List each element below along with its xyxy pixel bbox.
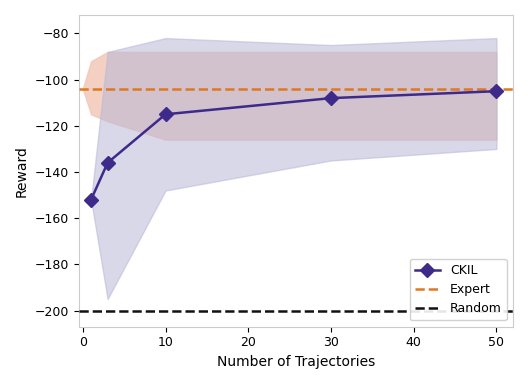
Y-axis label: Reward: Reward [15,145,29,197]
X-axis label: Number of Trajectories: Number of Trajectories [216,355,375,369]
Legend: CKIL, Expert, Random: CKIL, Expert, Random [410,259,507,321]
